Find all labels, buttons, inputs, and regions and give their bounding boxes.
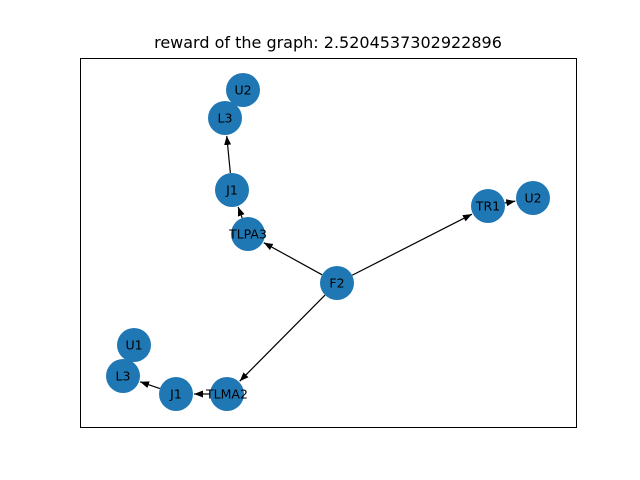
node-label: TR1 — [475, 199, 500, 214]
node-circle — [226, 73, 260, 107]
node-label: U2 — [524, 191, 541, 206]
node-circle — [208, 101, 242, 135]
node-label: U1 — [125, 338, 142, 353]
node-label: TLMA2 — [205, 387, 248, 402]
node-circle — [159, 377, 193, 411]
node-circle — [215, 173, 249, 207]
node-circle — [117, 328, 151, 362]
node-label: F2 — [329, 276, 344, 291]
graph-node-U1: U1 — [117, 328, 151, 362]
graph-node-TR1: TR1 — [471, 189, 505, 223]
figure-title: reward of the graph: 2.5204537302922896 — [154, 33, 502, 52]
node-label: J1 — [225, 183, 238, 198]
graph-node-J1a: J1 — [215, 173, 249, 207]
graph-node-L3a: L3 — [208, 101, 242, 135]
node-label: J1 — [169, 387, 182, 402]
edge-J1b-to-L3b — [139, 381, 161, 390]
edge-TR1-to-U2b — [504, 199, 516, 207]
edge-J1a-to-L3a — [224, 135, 232, 174]
graph-node-F2: F2 — [320, 266, 354, 300]
node-circle — [320, 266, 354, 300]
node-circle — [231, 217, 265, 251]
plot-frame — [80, 58, 577, 428]
graph-node-L3b: L3 — [106, 359, 140, 393]
graph-node-TLMA2: TLMA2 — [205, 377, 248, 411]
edge-F2-to-TLMA2 — [239, 294, 326, 382]
node-circle — [471, 189, 505, 223]
node-label: L3 — [218, 111, 233, 126]
node-circle — [516, 181, 550, 215]
node-label: U2 — [234, 83, 251, 98]
edge-F2-to-TLPA3 — [263, 242, 323, 276]
node-circle — [210, 377, 244, 411]
graph-node-U2a: U2 — [226, 73, 260, 107]
edge-TLPA3-to-J1a — [237, 206, 245, 219]
edge-F2-to-TR1 — [351, 213, 473, 276]
graph-node-TLPA3: TLPA3 — [228, 217, 267, 251]
node-label: L3 — [116, 369, 131, 384]
graph-node-J1b: J1 — [159, 377, 193, 411]
graph-node-U2b: U2 — [516, 181, 550, 215]
edges-layer — [139, 135, 516, 398]
node-label: TLPA3 — [228, 227, 267, 242]
node-circle — [106, 359, 140, 393]
